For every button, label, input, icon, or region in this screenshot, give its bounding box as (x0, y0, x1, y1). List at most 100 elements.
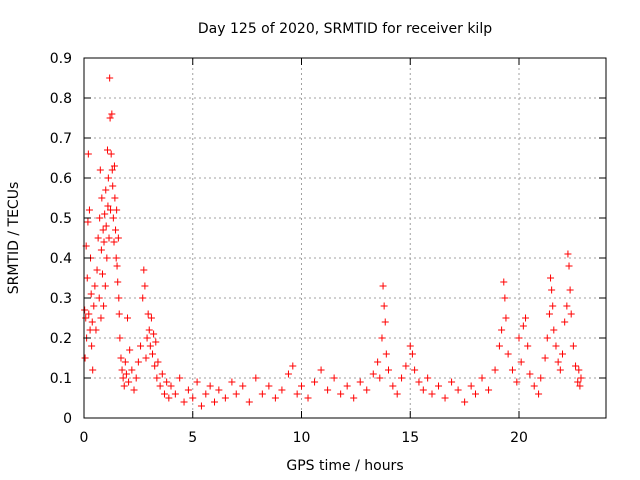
data-point (96, 166, 104, 174)
data-point (526, 370, 534, 378)
data-point (115, 310, 123, 318)
data-point (100, 302, 108, 310)
data-point (97, 246, 105, 254)
data-point (102, 222, 110, 230)
data-point (103, 254, 111, 262)
data-point (81, 306, 89, 314)
data-point (454, 386, 462, 394)
data-point (156, 382, 164, 390)
data-point (141, 282, 149, 290)
data-point (132, 374, 140, 382)
data-point (143, 334, 151, 342)
data-point (95, 294, 103, 302)
data-point (535, 390, 543, 398)
data-point (139, 294, 147, 302)
data-point (115, 294, 123, 302)
data-point (564, 250, 572, 258)
data-point (85, 206, 93, 214)
data-point (100, 238, 108, 246)
data-point (153, 374, 161, 382)
data-point (163, 378, 171, 386)
data-point (565, 262, 573, 270)
data-point (258, 390, 266, 398)
data-point (101, 210, 109, 218)
data-point (122, 370, 130, 378)
data-point (574, 378, 582, 386)
data-point (543, 334, 551, 342)
data-point (554, 358, 562, 366)
chart-title: Day 125 of 2020, SRMTID for receiver kil… (198, 21, 492, 37)
data-point (239, 382, 247, 390)
data-point (117, 354, 125, 362)
data-point (84, 218, 92, 226)
data-point (519, 322, 527, 330)
data-point (92, 326, 100, 334)
data-point (549, 302, 557, 310)
data-point (376, 374, 384, 382)
data-point (304, 394, 312, 402)
plot-frame (83, 57, 607, 419)
y-tick-label: 0.3 (50, 291, 72, 307)
x-tick-label: 20 (510, 430, 528, 446)
data-point (206, 382, 214, 390)
data-point (502, 314, 510, 322)
data-point (569, 342, 577, 350)
data-point (119, 374, 127, 382)
data-point (382, 350, 390, 358)
y-tick-label: 0.5 (50, 211, 72, 227)
data-point (197, 402, 205, 410)
data-point (278, 386, 286, 394)
data-point (104, 174, 112, 182)
data-point (508, 366, 516, 374)
data-point (547, 274, 555, 282)
data-point (415, 378, 423, 386)
data-point (374, 358, 382, 366)
data-point (152, 338, 160, 346)
data-point (105, 234, 113, 242)
axis-ticks: 0 0.1 0.2 0.3 0.4 0.5 0.6 0.7 0.8 0.9 0 5 10 15 20 (50, 51, 606, 446)
data-point (567, 310, 575, 318)
data-point (522, 314, 530, 322)
data-point (515, 334, 523, 342)
data-point (106, 74, 114, 82)
data-point (552, 342, 560, 350)
x-tick-label: 15 (401, 430, 419, 446)
data-point (91, 282, 99, 290)
data-point (284, 370, 292, 378)
data-point (114, 278, 122, 286)
y-tick-label: 0.9 (50, 51, 72, 67)
data-point (380, 302, 388, 310)
data-point (408, 350, 416, 358)
data-point (504, 350, 512, 358)
data-point (109, 214, 117, 222)
data-point (102, 186, 110, 194)
data-point (530, 382, 538, 390)
data-point (82, 314, 90, 322)
x-tick-label: 5 (188, 430, 197, 446)
data-point (111, 194, 119, 202)
data-point (566, 286, 574, 294)
data-point (116, 334, 124, 342)
data-point (109, 182, 117, 190)
data-point (107, 150, 115, 158)
data-point (228, 378, 236, 386)
y-tick-label: 0 (63, 411, 72, 427)
data-point (411, 366, 419, 374)
data-point (88, 318, 96, 326)
data-point (550, 326, 558, 334)
data-point (189, 394, 197, 402)
y-tick-label: 0.8 (50, 91, 72, 107)
data-point (545, 310, 553, 318)
data-point (151, 362, 159, 370)
data-point (89, 366, 97, 374)
data-point (356, 378, 364, 386)
data-point (112, 254, 120, 262)
data-point (363, 386, 371, 394)
data-point (176, 374, 184, 382)
data-point (448, 378, 456, 386)
data-point (113, 262, 121, 270)
data-point (125, 378, 133, 386)
data-point (154, 358, 162, 366)
data-point (90, 302, 98, 310)
